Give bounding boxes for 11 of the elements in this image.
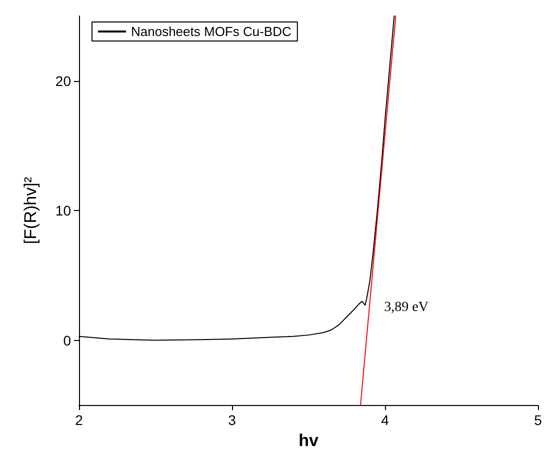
- y-axis-title: [F(R)hv]²: [21, 176, 40, 244]
- y-tick-label: 0: [63, 332, 72, 348]
- x-axis-title: hv: [298, 431, 319, 450]
- x-tick-label: 3: [228, 412, 236, 428]
- x-tick-label: 5: [534, 412, 542, 428]
- y-tick-label: 20: [55, 72, 72, 89]
- x-tick-label: 4: [381, 412, 390, 428]
- annotation: 3,89 eV: [384, 300, 428, 315]
- legend-label: Nanosheets MOFs Cu-BDC: [131, 24, 292, 39]
- y-tick-label: 10: [55, 202, 72, 219]
- x-tick-label: 2: [75, 412, 84, 428]
